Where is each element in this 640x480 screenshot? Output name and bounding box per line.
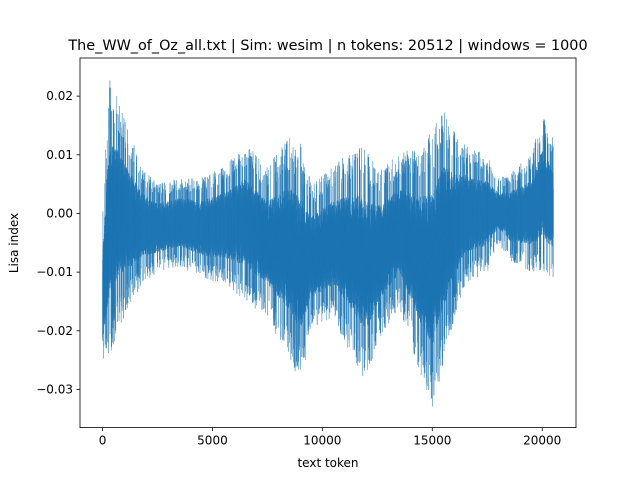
x-tick-label: 15000: [413, 434, 451, 448]
plot-frame: [79, 57, 577, 429]
y-tick-label: 0.01: [46, 148, 73, 162]
y-axis-ticks: −0.03 −0.02 −0.01 0.00 0.01 0.02: [36, 89, 80, 396]
x-axis-label: text token: [297, 456, 358, 470]
chart-title: The_WW_of_Oz_all.txt | Sim: wesim | n to…: [67, 38, 587, 54]
series-layer: [102, 80, 554, 407]
x-tick-label: 20000: [523, 434, 561, 448]
x-tick-label: 0: [99, 434, 107, 448]
y-tick-label: 0.00: [46, 206, 73, 220]
y-tick-label: 0.02: [46, 89, 73, 103]
x-tick-label: 10000: [303, 434, 341, 448]
y-tick-label: −0.01: [36, 265, 73, 279]
x-tick-label: 5000: [197, 434, 228, 448]
x-axis-ticks: 0 5000 10000 15000 20000: [99, 427, 561, 448]
y-tick-label: −0.03: [36, 382, 73, 396]
y-axis-label: Lisa index: [7, 213, 21, 273]
y-tick-label: −0.02: [36, 324, 73, 338]
lisa-index-line: [102, 80, 554, 407]
